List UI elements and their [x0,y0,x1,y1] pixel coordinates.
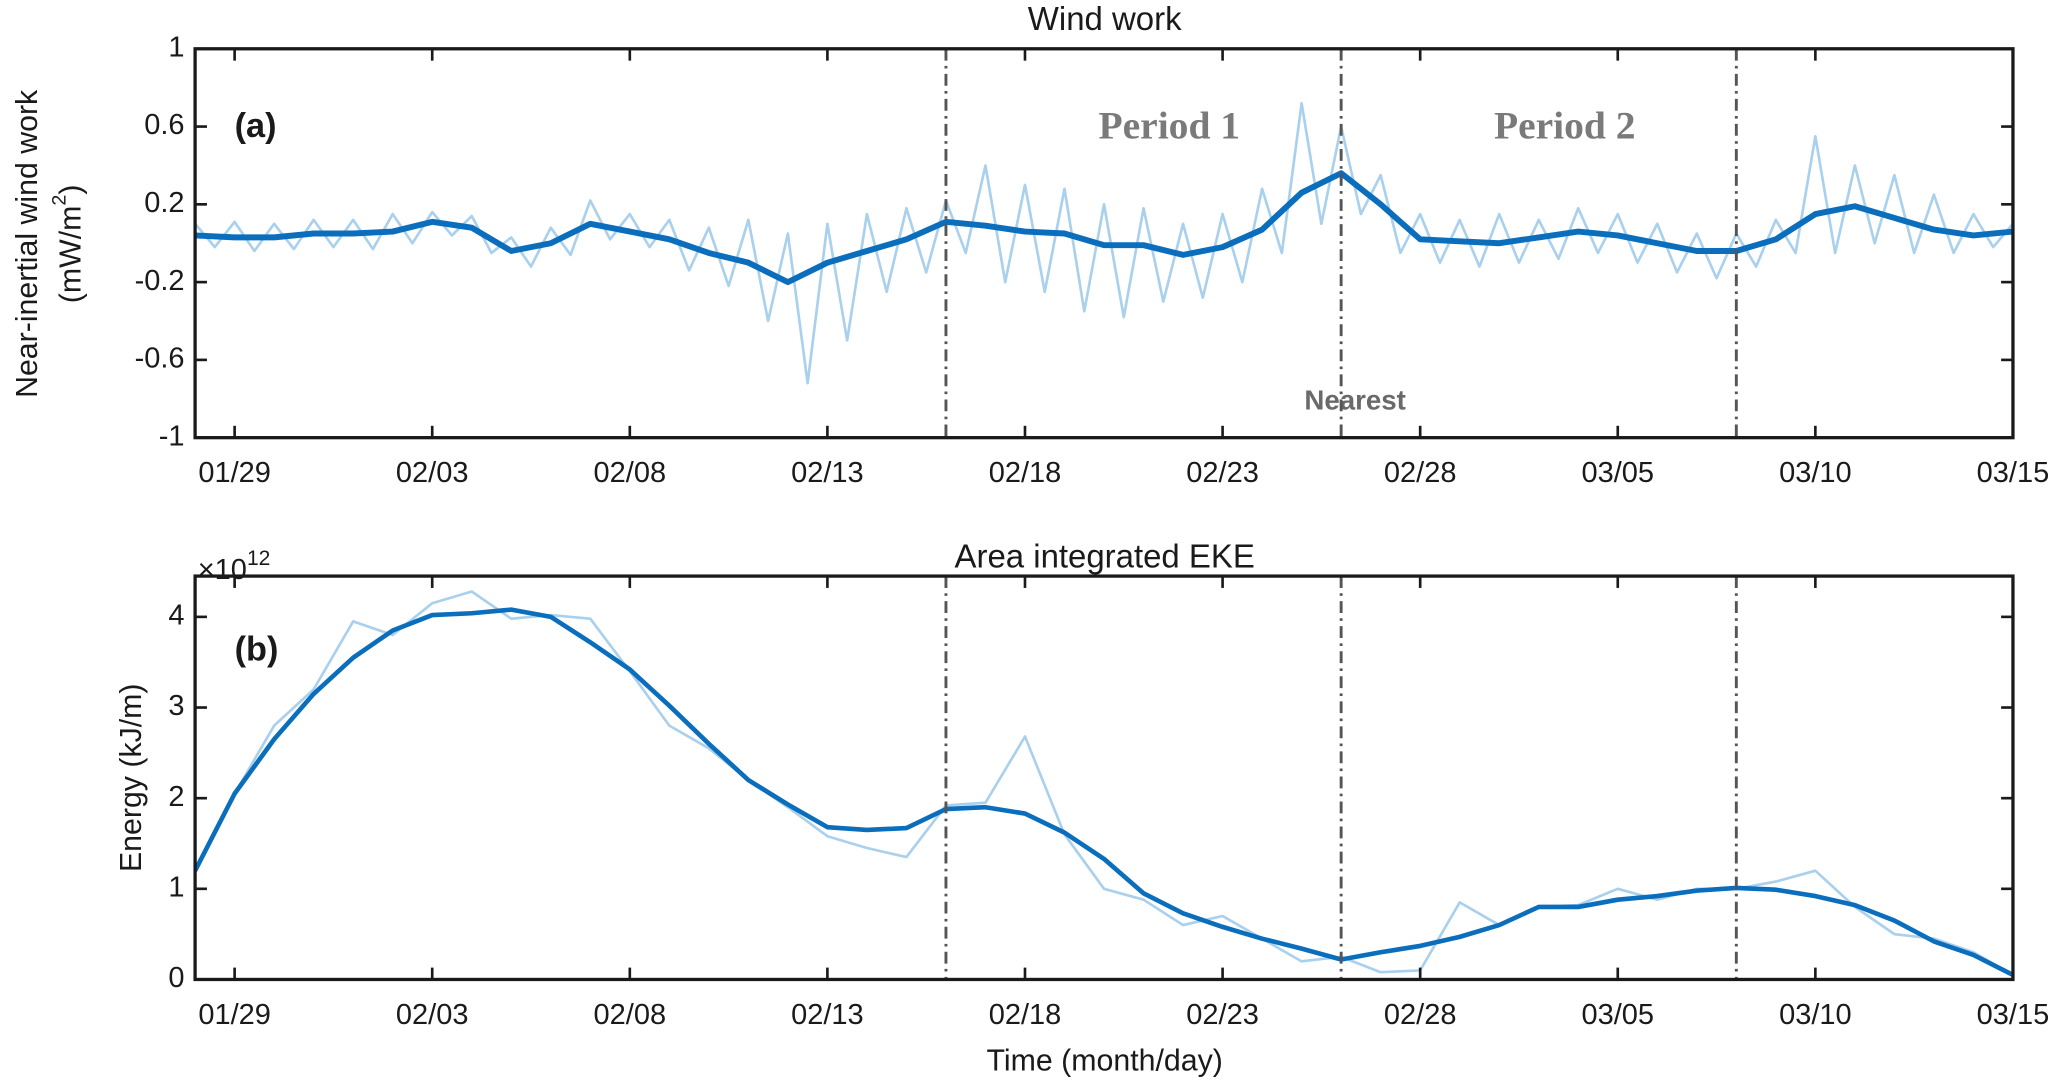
plot-area [195,590,2013,977]
x-tick-label: 02/08 [594,999,667,1031]
plot-area [195,101,2013,385]
y-axis-label: Near-inertial wind work [11,89,44,398]
data-line [195,101,2013,385]
x-tick-label: 02/18 [989,457,1062,489]
x-tick-label: 02/23 [1186,999,1259,1031]
x-tick-label: 02/13 [791,457,864,489]
data-line [195,590,2013,977]
panel-label: (b) [235,630,279,668]
y-tick-label: -0.2 [135,265,185,297]
y-axis-unit: (mW/m2) [49,185,88,304]
x-tick-label: 03/05 [1581,457,1654,489]
x-tick-label: 03/10 [1779,457,1852,489]
exponent: ×1012 [198,547,271,586]
annotation: Period 1 [1098,103,1240,147]
axes-box [193,574,2015,982]
y-tick-label: -1 [159,420,185,452]
x-tick-label: 03/15 [1977,457,2050,489]
y-tick-label: 1 [168,31,184,63]
x-tick-label: 02/28 [1384,457,1457,489]
y-tick-label: 3 [168,690,184,722]
x-tick-label: 02/13 [791,999,864,1031]
x-tick-label: 02/08 [594,457,667,489]
chart-title: Wind work [1028,0,1182,37]
x-tick-label: 02/03 [396,999,469,1031]
annotation: Nearest [1304,384,1406,415]
x-axis-label: Time (month/day) [987,1045,1223,1078]
x-tick-label: 01/29 [198,457,271,489]
unit-close: ) [55,185,88,195]
y-tick-label: 4 [168,600,184,632]
exponent-base: ×10 [198,553,247,585]
y-tick-label: 2 [168,781,184,813]
data-line [195,170,2013,286]
chart-title: Area integrated EKE [955,538,1255,575]
y-tick-label: 0 [168,962,184,994]
unit: (mW/m [55,206,88,304]
y-tick-label: 0.2 [144,187,184,219]
x-tick-label: 01/29 [198,999,271,1031]
y-tick-label: 0.6 [144,109,184,141]
y-tick-label: -0.6 [135,343,185,375]
axes-box [193,47,2015,440]
x-tick-label: 02/03 [396,457,469,489]
x-tick-label: 02/18 [989,999,1062,1031]
panel-label: (a) [235,107,277,145]
x-tick-label: 02/28 [1384,999,1457,1031]
x-tick-label: 03/10 [1779,999,1852,1031]
x-tick-label: 03/05 [1581,999,1654,1031]
data-line [195,607,2013,977]
unit-superscript: 2 [49,195,71,206]
y-tick-label: 1 [168,871,184,903]
exponent-power: 12 [247,547,270,570]
x-tick-label: 03/15 [1977,999,2050,1031]
x-tick-label: 02/23 [1186,457,1259,489]
annotation: Period 2 [1494,103,1636,147]
y-axis-label: Energy (kJ/m) [115,684,148,873]
